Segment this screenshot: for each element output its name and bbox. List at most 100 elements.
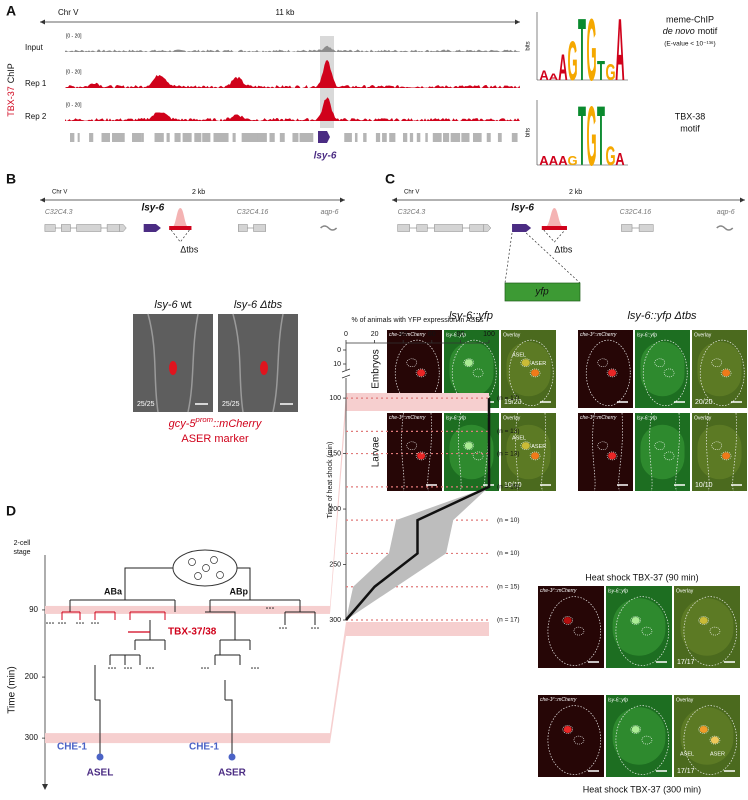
label: motif [680, 123, 700, 133]
label: de novo motif [663, 26, 718, 36]
gene-box [77, 133, 80, 142]
label: C32C4.3 [45, 209, 73, 216]
blastomere [188, 558, 196, 566]
gene-box [363, 133, 367, 142]
che1-cell [96, 753, 104, 761]
cell-signal [521, 359, 530, 367]
cell-outline [654, 358, 666, 368]
label-part: lsy-6 [154, 299, 178, 311]
cell-signal [631, 725, 640, 733]
tick-label: 90 [29, 605, 38, 614]
cell-outline [406, 358, 418, 368]
label: Embryos [371, 349, 382, 388]
gene-box [182, 133, 192, 142]
label: ASEL [680, 751, 694, 757]
gene-box [118, 133, 125, 142]
label: Heat shock TBX-37 (90 min) [585, 572, 698, 582]
label: Rep 2 [25, 112, 47, 121]
gene-box [269, 133, 275, 142]
label: 25/25 [222, 401, 240, 408]
lineage [61, 611, 166, 620]
label-part: p [552, 696, 555, 700]
ellipsis-dot [266, 607, 268, 609]
label: TBX-37/38 [168, 627, 217, 638]
exon [76, 224, 102, 232]
label: 20/20 [695, 399, 713, 406]
deletion-mark [543, 229, 566, 243]
cell-outline [606, 451, 618, 461]
cell-outline [520, 358, 532, 368]
binding-peak [543, 208, 565, 228]
n-label: (n = 13) [497, 450, 520, 457]
y-tick-label: 0 [337, 347, 341, 354]
label: lsy-6 [141, 203, 164, 214]
signal-track [65, 60, 520, 88]
blastomere [216, 571, 224, 579]
ellipsis-dot [82, 622, 84, 624]
axis-break [341, 368, 351, 379]
body-outline [401, 412, 432, 492]
ellipsis-dot [272, 607, 274, 609]
logo-letter: T [597, 88, 605, 183]
egg [172, 549, 238, 587]
micrograph-glow [640, 341, 685, 397]
label: lsy-6 wt [154, 299, 191, 311]
label: ASER [531, 444, 546, 450]
label: [0 - 20] [66, 33, 82, 39]
label-part: p [592, 414, 595, 418]
micrograph-glow [506, 341, 551, 397]
ellipsis-dot [58, 622, 60, 624]
cell-signal [563, 725, 572, 733]
ellipsis-dot [317, 627, 319, 629]
micrograph-glow [449, 341, 494, 397]
logo-letter: A [539, 153, 549, 168]
n-label: (n = 17) [497, 395, 520, 402]
x-tick-label: 20 [371, 331, 379, 338]
label: Heat shock TBX-37 (300 min) [583, 784, 701, 794]
cell-outline [562, 725, 574, 734]
gene-box [241, 133, 251, 142]
deletion-mark [170, 229, 190, 243]
gene-box [112, 133, 122, 142]
exon [621, 224, 633, 232]
label: 17/17 [677, 768, 695, 775]
ellipsis-dot [207, 667, 209, 669]
heat-shock-band [346, 622, 489, 636]
label: ABa [104, 586, 123, 596]
ellipsis-dot [314, 627, 316, 629]
lineage [94, 654, 141, 755]
gene-box [375, 133, 381, 142]
cell-signal [631, 616, 640, 624]
embryo-outline [642, 339, 688, 407]
label: Overlay [676, 588, 694, 594]
ellipsis-dot [79, 622, 81, 624]
label-part: ::mCherry [554, 697, 576, 703]
label-part: lsy-6 [234, 299, 258, 311]
label: che-1p::mCherry [540, 696, 577, 703]
gene-box [166, 133, 170, 142]
exon [434, 224, 463, 232]
label: Chr V [404, 190, 419, 196]
embryo-outline [547, 596, 602, 666]
label: che-1p::mCherry [540, 587, 577, 594]
cell-signal [699, 725, 708, 733]
line-series [345, 398, 491, 621]
label: 10/10 [695, 482, 713, 489]
label-part: che-1 [389, 332, 402, 338]
lineage [134, 620, 166, 650]
label-part: gcy-5 [169, 418, 197, 430]
label: ABp [230, 586, 249, 596]
label-part: motif [698, 26, 718, 36]
ellipsis-dot [204, 667, 206, 669]
lineage [214, 654, 241, 755]
label: stage [13, 549, 30, 556]
cell-outline [709, 735, 721, 745]
label: lsy-6::yfp Δtbs [627, 310, 697, 322]
gene-box [402, 133, 408, 142]
signal-track [65, 45, 520, 52]
cell-outline [406, 441, 418, 451]
gene-box [232, 133, 236, 142]
panel-label: A [6, 3, 16, 19]
label: aqp-6 [321, 209, 339, 216]
gene-box [174, 133, 181, 142]
